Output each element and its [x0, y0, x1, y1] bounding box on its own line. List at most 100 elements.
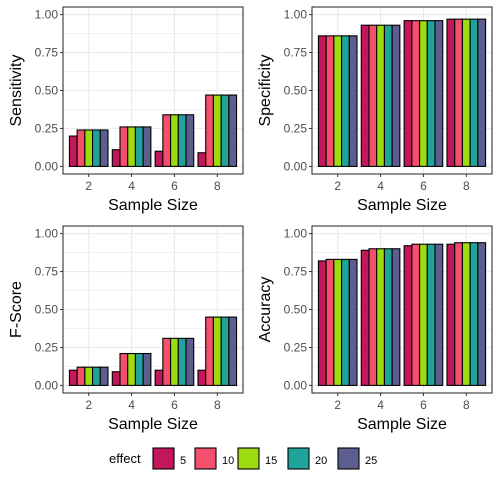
legend: effect 5 10 15 20 25: [109, 447, 377, 470]
y-tick-label: 1.00: [284, 8, 308, 22]
legend-label: 15: [265, 455, 277, 467]
chart-panel-f-score: 0.00 0.25 0.50 0.75 1.00 2 4 6 8 Sample Size F-Sco…: [8, 225, 244, 433]
bar-effect-10-size-4: [368, 248, 378, 386]
y-tick-label: 0.00: [284, 378, 308, 392]
y-axis-title: Specificity: [257, 54, 274, 126]
bar-effect-10-size-4: [368, 24, 378, 167]
y-tick-label: 0.50: [35, 84, 59, 98]
x-axis-title: Sample Size: [357, 197, 447, 214]
y-tick-label: 0.25: [284, 121, 308, 135]
bar-effect-5-size-4: [360, 24, 370, 167]
y-axis-title: F-Score: [8, 281, 25, 338]
bar-effect-10-size-6: [162, 337, 172, 386]
x-tick-label: 8: [214, 179, 221, 193]
bar-effect-25-size-2: [99, 129, 109, 167]
legend-label: 5: [180, 455, 186, 467]
panel-border: [311, 225, 493, 394]
y-tick-label: 0.75: [284, 46, 308, 60]
bar-effect-10-size-8: [454, 18, 463, 167]
bar-effect-10-size-2: [76, 366, 86, 386]
x-axis-title: Sample Size: [108, 416, 198, 433]
legend-keys: 5 10 15 20 25: [152, 447, 377, 470]
bar-effect-10-size-2: [325, 258, 335, 386]
bar-effect-15-size-6: [419, 243, 428, 386]
legend-item-25: 25: [337, 447, 377, 470]
legend-item-5: 5: [152, 447, 186, 470]
x-tick-label: 2: [85, 398, 92, 412]
bar-effect-5-size-8: [197, 369, 207, 386]
bar-effect-5-size-2: [317, 260, 327, 386]
x-tick-label: 4: [377, 398, 384, 412]
bar-effect-5-size-8: [197, 152, 207, 167]
bar-effect-25-size-8: [228, 94, 238, 167]
bar-effect-5-size-2: [317, 35, 327, 167]
bar-effect-20-size-2: [341, 258, 350, 386]
x-tick-label: 2: [85, 179, 92, 193]
bar-effect-15-size-2: [84, 366, 94, 386]
bar-effect-20-size-8: [469, 242, 479, 386]
y-tick-label: 0.50: [284, 84, 308, 98]
bar-effect-20-size-8: [220, 94, 230, 167]
bar-effect-15-size-2: [84, 129, 94, 167]
bar-effect-25-size-2: [348, 258, 358, 386]
bar-effect-10-size-8: [205, 316, 214, 386]
bar-effect-25-size-6: [434, 20, 444, 167]
legend-swatch: [287, 447, 310, 470]
bar-effect-25-size-6: [434, 243, 444, 386]
bar-effect-15-size-8: [461, 18, 471, 167]
bar-effect-25-size-8: [477, 242, 487, 386]
panel-border: [62, 225, 244, 394]
bar-effect-25-size-2: [348, 35, 358, 167]
bar-effect-10-size-6: [162, 114, 172, 167]
legend-title: effect: [109, 451, 141, 466]
bar-effect-20-size-2: [92, 366, 101, 386]
legend-swatch: [237, 447, 260, 470]
legend-swatch: [194, 447, 217, 470]
bar-effect-20-size-4: [383, 248, 393, 386]
legend-item-20: 20: [287, 447, 327, 470]
x-tick-label: 6: [171, 179, 178, 193]
bar-effect-5-size-6: [403, 20, 413, 167]
bar-effect-20-size-2: [341, 35, 350, 167]
bar-effect-10-size-4: [119, 126, 129, 167]
x-tick-label: 4: [128, 398, 135, 412]
bar-effect-20-size-4: [134, 126, 144, 167]
chart-panel-accuracy: 0.00 0.25 0.50 0.75 1.00 2 4 6 8 Sample Size Accur…: [257, 225, 493, 433]
bar-effect-25-size-8: [477, 18, 487, 167]
bar-effect-10-size-2: [76, 129, 86, 167]
panel-border: [62, 6, 244, 175]
y-tick-label: 0.00: [35, 159, 59, 173]
bar-effect-5-size-6: [154, 150, 164, 167]
y-tick-label: 0.25: [284, 340, 308, 354]
x-tick-label: 6: [420, 398, 427, 412]
bar-effect-20-size-6: [426, 20, 436, 167]
y-tick-label: 1.00: [35, 8, 59, 22]
bar-effect-10-size-6: [411, 20, 421, 167]
legend-item-15: 15: [237, 447, 277, 470]
y-tick-label: 1.00: [35, 227, 59, 241]
legend-swatch: [337, 447, 360, 470]
bar-effect-20-size-6: [177, 114, 187, 167]
bar-effect-5-size-6: [154, 369, 164, 386]
bar-effect-15-size-6: [170, 114, 179, 167]
bar-effect-25-size-4: [391, 24, 401, 167]
chart-panels: 0.00 0.25 0.50 0.75 1.00 2 4 6 8 Sample Size Sensi…: [8, 6, 493, 433]
bar-effect-25-size-6: [185, 114, 195, 167]
x-tick-label: 6: [420, 179, 427, 193]
x-tick-label: 8: [463, 179, 470, 193]
x-tick-label: 4: [128, 179, 135, 193]
bar-effect-10-size-8: [454, 242, 463, 386]
bar-effect-5-size-8: [446, 18, 456, 167]
bar-effect-10-size-2: [325, 35, 335, 167]
bar-effect-15-size-8: [212, 94, 222, 167]
bar-effect-15-size-4: [127, 352, 136, 386]
x-tick-label: 6: [171, 398, 178, 412]
x-tick-label: 4: [377, 179, 384, 193]
bar-effect-25-size-2: [99, 366, 109, 386]
y-tick-label: 0.75: [35, 265, 59, 279]
y-tick-label: 0.00: [284, 159, 308, 173]
bar-effect-15-size-2: [333, 258, 343, 386]
bar-effect-10-size-6: [411, 243, 421, 386]
legend-label: 25: [365, 455, 377, 467]
